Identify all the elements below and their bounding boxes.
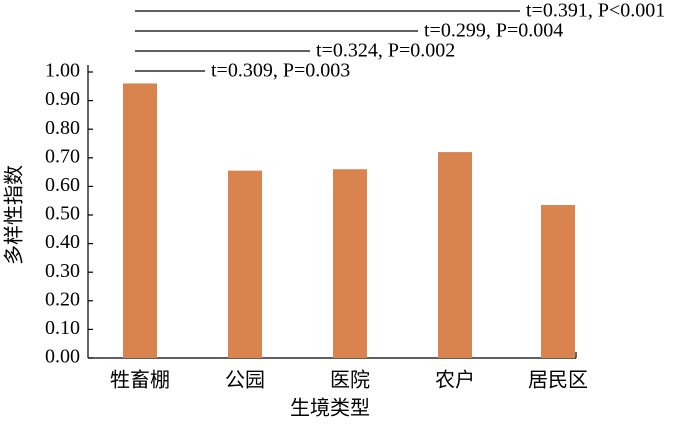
y-tick-label: 0.80 [45, 117, 80, 139]
x-tick-label: 农户 [435, 369, 475, 392]
x-tick-label: 居民区 [528, 370, 588, 392]
bar [438, 152, 472, 358]
y-tick-label: 0.10 [45, 317, 80, 339]
y-tick-label: 0.50 [45, 203, 80, 225]
bar [333, 169, 367, 358]
x-tick-label: 医院 [330, 369, 370, 392]
annotation: t=0.324, P=0.002 [316, 40, 455, 62]
bar [123, 83, 157, 358]
x-tick-label: 牲畜棚 [110, 369, 170, 392]
y-tick-label: 0.60 [45, 174, 80, 196]
y-tick-label: 0.30 [45, 260, 80, 282]
x-tick-label: 公园 [225, 370, 265, 392]
y-tick-label: 0.90 [45, 88, 80, 110]
y-tick-label: 0.70 [45, 145, 80, 167]
annotation: t=0.391, P<0.001 [526, 0, 665, 22]
bar [228, 170, 262, 358]
y-tick-label: 1.00 [45, 60, 80, 82]
y-tick-label: 0.40 [45, 231, 80, 253]
y-tick-label: 0.00 [45, 346, 80, 368]
y-axis-title: 多样性指数 [3, 165, 26, 265]
y-tick-label: 0.20 [45, 288, 80, 310]
annotation: t=0.309, P=0.003 [211, 60, 350, 82]
bar [541, 204, 575, 358]
annotation: t=0.299, P=0.004 [424, 20, 563, 42]
x-axis-title: 生境类型 [290, 397, 370, 420]
